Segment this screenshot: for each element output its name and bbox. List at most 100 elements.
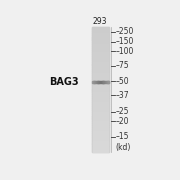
Bar [92, 87, 109, 89]
Bar [92, 108, 109, 110]
Bar [103, 80, 104, 83]
Text: –150: –150 [115, 37, 134, 46]
Bar [99, 80, 100, 83]
Bar [92, 33, 109, 35]
Text: 293: 293 [93, 17, 107, 26]
Bar [106, 80, 107, 83]
Bar [92, 66, 109, 69]
Bar [92, 114, 109, 116]
Bar [92, 139, 109, 141]
Text: –75: –75 [115, 61, 129, 70]
Bar [92, 100, 109, 102]
Bar [100, 80, 101, 83]
Bar [92, 44, 109, 46]
Bar [92, 143, 109, 146]
Bar [92, 145, 109, 148]
Bar [92, 52, 109, 54]
Bar [92, 94, 109, 96]
Bar [92, 35, 109, 38]
Bar [92, 118, 109, 121]
Bar [92, 150, 109, 152]
Bar [92, 129, 109, 131]
Bar [101, 80, 102, 83]
Bar [92, 71, 109, 73]
Bar [92, 112, 109, 114]
Text: –37: –37 [115, 91, 129, 100]
Bar [92, 64, 109, 67]
Text: –50: –50 [115, 77, 129, 86]
Bar [92, 137, 109, 139]
Bar [92, 27, 109, 152]
Bar [92, 121, 109, 123]
Bar [108, 80, 109, 83]
Bar [96, 80, 97, 83]
Text: –25: –25 [115, 107, 129, 116]
Bar [92, 81, 109, 83]
Bar [98, 80, 99, 83]
Text: –250: –250 [115, 28, 134, 37]
Bar [92, 98, 109, 100]
Bar [92, 106, 109, 108]
Bar [92, 29, 109, 31]
Bar [92, 141, 109, 144]
Bar [104, 80, 105, 83]
Bar [94, 80, 95, 83]
Text: –15: –15 [115, 132, 129, 141]
Bar [92, 83, 109, 85]
Bar [92, 131, 109, 133]
Bar [92, 133, 109, 135]
Bar [92, 39, 109, 42]
Bar [92, 102, 109, 104]
Bar [101, 80, 102, 83]
Bar [97, 80, 98, 83]
Bar [92, 56, 109, 58]
Bar [92, 50, 109, 52]
Bar [92, 91, 109, 94]
Bar [92, 110, 109, 112]
Bar [107, 80, 108, 83]
Text: BAG3: BAG3 [50, 77, 79, 87]
Bar [92, 125, 109, 127]
Bar [92, 73, 109, 75]
Bar [92, 135, 109, 137]
Bar [93, 80, 94, 83]
Bar [103, 80, 104, 83]
Bar [92, 42, 109, 44]
Bar [92, 96, 109, 98]
Bar [92, 127, 109, 129]
Bar [92, 123, 109, 125]
Bar [92, 48, 109, 50]
Text: (kd): (kd) [115, 143, 131, 152]
Bar [92, 79, 109, 81]
Bar [92, 104, 109, 106]
Bar [93, 80, 94, 83]
Bar [92, 46, 109, 48]
Bar [105, 80, 106, 83]
Bar [107, 80, 108, 83]
Bar [92, 27, 109, 29]
Bar [92, 85, 109, 87]
Bar [94, 80, 95, 83]
Bar [95, 80, 96, 83]
Bar [92, 60, 109, 62]
Bar [98, 80, 99, 83]
Bar [92, 31, 109, 33]
Bar [92, 69, 109, 71]
Bar [92, 148, 109, 150]
Bar [92, 75, 109, 77]
Text: –20: –20 [115, 117, 129, 126]
Bar [102, 80, 103, 83]
Bar [102, 80, 103, 83]
Bar [92, 77, 109, 79]
Bar [92, 80, 93, 83]
Bar [92, 116, 109, 119]
Bar [92, 54, 109, 56]
Bar [92, 37, 109, 40]
Bar [92, 62, 109, 65]
Text: –100: –100 [115, 47, 134, 56]
Bar [92, 58, 109, 60]
Bar [97, 80, 98, 83]
Bar [108, 80, 109, 83]
Bar [92, 89, 109, 92]
Bar [106, 80, 107, 83]
